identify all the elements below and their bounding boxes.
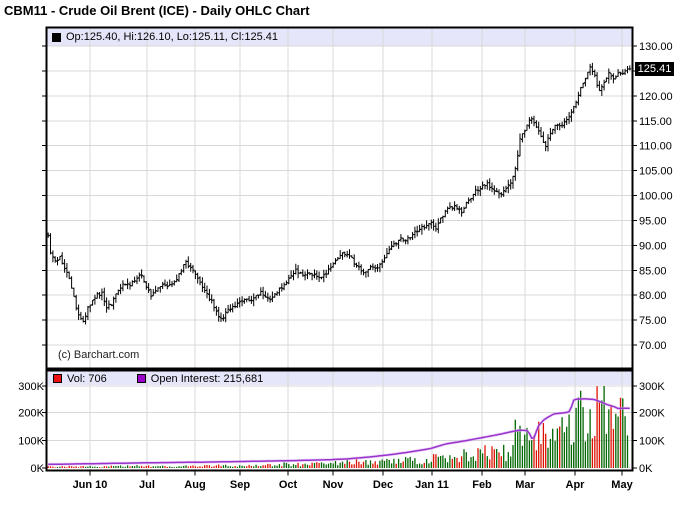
axis-labels: 130.00 120.00 115.00 110.00 105.00 100.00 95.0…: [18, 41, 672, 491]
svg-text:Aug: Aug: [184, 479, 205, 491]
axis-ticks: [42, 45, 637, 476]
svg-text:May: May: [611, 479, 633, 491]
svg-text:85.00: 85.00: [639, 265, 667, 277]
svg-text:Apr: Apr: [566, 479, 586, 491]
svg-text:Jun 10: Jun 10: [73, 479, 108, 491]
panel-borders: [45, 26, 634, 472]
open-interest-line: [48, 398, 630, 466]
svg-text:120.00: 120.00: [639, 91, 673, 103]
svg-text:300K: 300K: [639, 381, 665, 393]
svg-text:200K: 200K: [18, 408, 44, 420]
legend-strips: [47, 28, 632, 385]
svg-text:200K: 200K: [639, 408, 665, 420]
svg-text:90.00: 90.00: [639, 240, 667, 252]
svg-text:80.00: 80.00: [639, 290, 667, 302]
gridlines: [47, 28, 632, 470]
svg-text:115.00: 115.00: [639, 116, 672, 128]
svg-text:Jan 11: Jan 11: [415, 479, 449, 491]
svg-text:130.00: 130.00: [639, 41, 673, 53]
svg-text:95.00: 95.00: [639, 215, 667, 227]
svg-text:Dec: Dec: [373, 479, 393, 491]
last-price-badge: 125.41: [635, 62, 674, 76]
svg-text:300K: 300K: [18, 381, 44, 393]
svg-text:Feb: Feb: [472, 479, 492, 491]
svg-text:0K: 0K: [639, 463, 653, 475]
svg-text:105.00: 105.00: [639, 166, 673, 178]
svg-text:110.00: 110.00: [639, 141, 672, 153]
svg-text:Oct: Oct: [279, 479, 298, 491]
svg-text:100.00: 100.00: [639, 191, 673, 203]
volume-bars-up: [56, 386, 631, 468]
svg-text:Sep: Sep: [230, 479, 250, 491]
volume-bars-down: [47, 386, 622, 468]
barchart-copyright: (c) Barchart.com: [58, 349, 140, 361]
open-interest-line-halo: [48, 397, 630, 466]
svg-text:100K: 100K: [18, 435, 44, 447]
svg-text:0K: 0K: [31, 463, 45, 475]
svg-text:Nov: Nov: [323, 479, 345, 491]
chart-title: CBM11 - Crude Oil Brent (ICE) - Daily OH…: [4, 3, 310, 18]
svg-text:Jul: Jul: [139, 479, 155, 491]
ohlc-price-series: [46, 62, 632, 325]
svg-text:70.00: 70.00: [639, 340, 667, 352]
svg-text:100K: 100K: [639, 435, 665, 447]
svg-text:75.00: 75.00: [639, 315, 667, 327]
svg-text:Mar: Mar: [515, 479, 535, 491]
